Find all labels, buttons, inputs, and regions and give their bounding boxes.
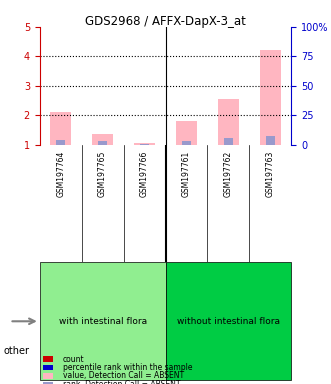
FancyBboxPatch shape: [40, 262, 166, 380]
Text: other: other: [3, 346, 29, 356]
Text: value, Detection Call = ABSENT: value, Detection Call = ABSENT: [63, 371, 184, 381]
Bar: [134, 143, 155, 145]
Text: GSM197766: GSM197766: [140, 151, 149, 197]
Bar: [98, 141, 107, 145]
Text: without intestinal flora: without intestinal flora: [177, 317, 280, 326]
Text: percentile rank within the sample: percentile rank within the sample: [63, 363, 192, 372]
Text: count: count: [63, 354, 84, 364]
Text: GSM197761: GSM197761: [182, 151, 191, 197]
Text: GSM197763: GSM197763: [266, 151, 275, 197]
Bar: [218, 99, 239, 145]
Text: GSM197762: GSM197762: [224, 151, 233, 197]
Text: GSM197764: GSM197764: [56, 151, 65, 197]
Text: GDS2968 / AFFX-DapX-3_at: GDS2968 / AFFX-DapX-3_at: [85, 15, 246, 28]
Bar: [182, 141, 191, 145]
Bar: [224, 138, 233, 145]
FancyBboxPatch shape: [166, 262, 291, 380]
Bar: [50, 112, 71, 145]
Bar: [140, 144, 149, 145]
Bar: [260, 50, 281, 145]
Bar: [92, 134, 113, 145]
Text: with intestinal flora: with intestinal flora: [59, 317, 147, 326]
Text: GSM197765: GSM197765: [98, 151, 107, 197]
Bar: [266, 136, 274, 145]
Bar: [57, 140, 65, 145]
Text: rank, Detection Call = ABSENT: rank, Detection Call = ABSENT: [63, 380, 180, 384]
Bar: [176, 121, 197, 145]
